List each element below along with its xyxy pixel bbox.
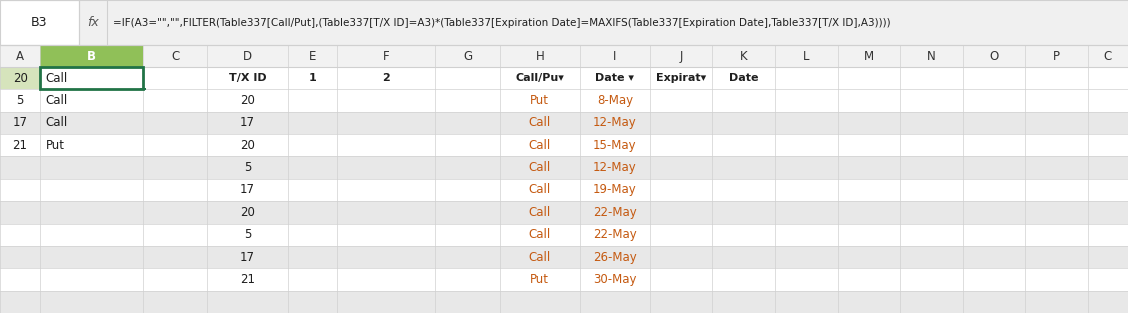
Text: H: H [536,49,544,63]
Text: Call: Call [46,116,68,129]
Text: G: G [462,49,472,63]
Text: C: C [171,49,179,63]
Text: F: F [382,49,389,63]
Text: A: A [16,49,24,63]
Text: 5: 5 [244,161,252,174]
Bar [41,45,143,67]
Text: Put: Put [530,273,549,286]
Bar [140,88,147,90]
Text: 12-May: 12-May [593,116,637,129]
Text: 22-May: 22-May [593,206,637,219]
Text: 2: 2 [382,73,390,83]
Bar [0,89,1128,112]
Text: N: N [927,49,936,63]
Bar [0,246,1128,268]
Bar [0,0,79,45]
Text: 22-May: 22-May [593,228,637,241]
Text: D: D [243,49,253,63]
Text: B3: B3 [32,16,47,29]
Bar [41,67,143,89]
Text: I: I [614,49,617,63]
Text: Put: Put [530,94,549,107]
Text: Call: Call [529,206,550,219]
Text: Call: Call [529,228,550,241]
Bar [0,156,1128,179]
Text: 17: 17 [240,116,255,129]
Text: 20: 20 [12,72,27,85]
Text: J: J [679,49,682,63]
Text: Call: Call [529,251,550,264]
Text: 21: 21 [240,273,255,286]
Text: Call/Pu▾: Call/Pu▾ [515,73,564,83]
Bar [0,291,1128,313]
Text: 20: 20 [240,139,255,152]
Text: 5: 5 [244,228,252,241]
Text: 30-May: 30-May [593,273,636,286]
Text: Date: Date [729,73,758,83]
Bar [0,112,1128,134]
Text: 12-May: 12-May [593,161,637,174]
Text: Call: Call [529,139,550,152]
Text: M: M [864,49,874,63]
Text: Call: Call [529,183,550,197]
Text: =IF(A3="","",FILTER(Table337[Call/Put],(Table337[T/X ID]=A3)*(Table337[Expiratio: =IF(A3="","",FILTER(Table337[Call/Put],(… [113,18,890,28]
Bar [0,223,1128,246]
Text: fx: fx [87,16,99,29]
Text: 17: 17 [240,183,255,197]
Bar [0,179,1128,201]
Bar [0,67,1128,89]
Text: Call: Call [529,116,550,129]
Text: 19-May: 19-May [593,183,637,197]
Text: 1: 1 [309,73,316,83]
Text: O: O [989,49,998,63]
Text: 20: 20 [240,94,255,107]
Text: C: C [1104,49,1112,63]
Bar [0,134,1128,156]
Text: Expirat▾: Expirat▾ [656,73,706,83]
Bar [0,268,1128,291]
Text: Date ▾: Date ▾ [596,73,634,83]
Text: 5: 5 [17,94,24,107]
Text: 8-May: 8-May [597,94,633,107]
Bar [0,67,41,89]
Text: 17: 17 [240,251,255,264]
Bar [0,201,1128,223]
Text: 26-May: 26-May [593,251,637,264]
Bar [0,45,1128,67]
Bar [0,0,1128,45]
Text: Put: Put [46,139,65,152]
Text: 17: 17 [12,116,27,129]
Text: P: P [1054,49,1060,63]
Text: E: E [309,49,316,63]
Text: T/X ID: T/X ID [229,73,266,83]
Text: Call: Call [529,161,550,174]
Text: L: L [803,49,810,63]
Text: Call: Call [46,72,68,85]
Text: 21: 21 [12,139,27,152]
Text: K: K [740,49,748,63]
Text: Call: Call [46,94,68,107]
Text: 20: 20 [240,206,255,219]
Text: 15-May: 15-May [593,139,637,152]
Text: B: B [87,49,96,63]
